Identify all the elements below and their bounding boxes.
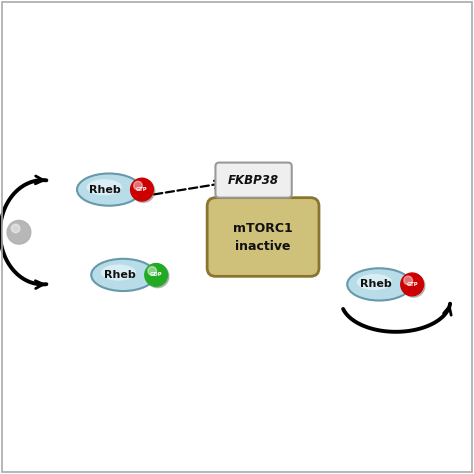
Circle shape (146, 265, 169, 288)
Circle shape (148, 266, 156, 275)
Text: GDP: GDP (150, 273, 163, 277)
Text: Rheb: Rheb (104, 270, 135, 280)
Ellipse shape (77, 173, 141, 206)
Ellipse shape (357, 274, 392, 290)
Ellipse shape (347, 268, 411, 301)
FancyBboxPatch shape (215, 163, 292, 198)
Text: Rheb: Rheb (360, 279, 391, 290)
Text: mTORC1
inactive: mTORC1 inactive (233, 221, 293, 253)
Circle shape (11, 224, 20, 233)
Ellipse shape (101, 264, 136, 281)
Circle shape (7, 220, 31, 244)
Text: FKBP38: FKBP38 (228, 173, 279, 187)
Text: Rheb: Rheb (90, 184, 121, 195)
Circle shape (401, 273, 424, 296)
Text: GTP: GTP (136, 187, 148, 192)
Circle shape (404, 276, 412, 285)
Circle shape (145, 264, 168, 286)
Circle shape (132, 180, 155, 202)
Circle shape (134, 181, 142, 190)
FancyBboxPatch shape (207, 198, 319, 276)
Circle shape (130, 178, 153, 201)
Ellipse shape (91, 259, 155, 291)
Ellipse shape (87, 179, 122, 195)
Text: GTP: GTP (406, 282, 418, 287)
Circle shape (402, 274, 425, 297)
